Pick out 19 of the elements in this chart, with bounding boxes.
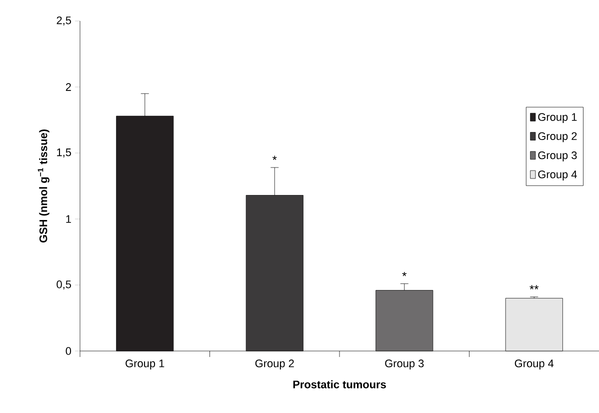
x-tick-label: Group 1 — [126, 360, 164, 370]
legend-label: Group 1 — [538, 113, 577, 124]
x-tick-label: Group 2 — [255, 360, 294, 370]
annotation: * — [272, 156, 277, 160]
y-tick-label: 1,5 — [57, 148, 72, 158]
y-tick-label: 1 — [66, 215, 71, 223]
y-axis-title: GSH (nmol g$^{−1}$ tissue) — [38, 130, 50, 243]
x-tick-label: Group 4 — [514, 360, 554, 370]
y-tick-label: 2 — [66, 83, 71, 91]
legend-label: Group 3 — [538, 151, 577, 162]
annotation: * — [402, 272, 407, 276]
legend-label: Group 4 — [538, 170, 577, 180]
x-tick-label: Group 3 — [385, 360, 424, 370]
legend-label: Group 2 — [538, 132, 577, 142]
y-tick-label: 0,5 — [56, 280, 72, 290]
annotation: ** — [530, 285, 539, 290]
y-tick-label: 0 — [66, 347, 72, 355]
x-axis-title: Prostatic tumours — [293, 380, 386, 388]
y-tick-label: 2,5 — [56, 16, 72, 26]
